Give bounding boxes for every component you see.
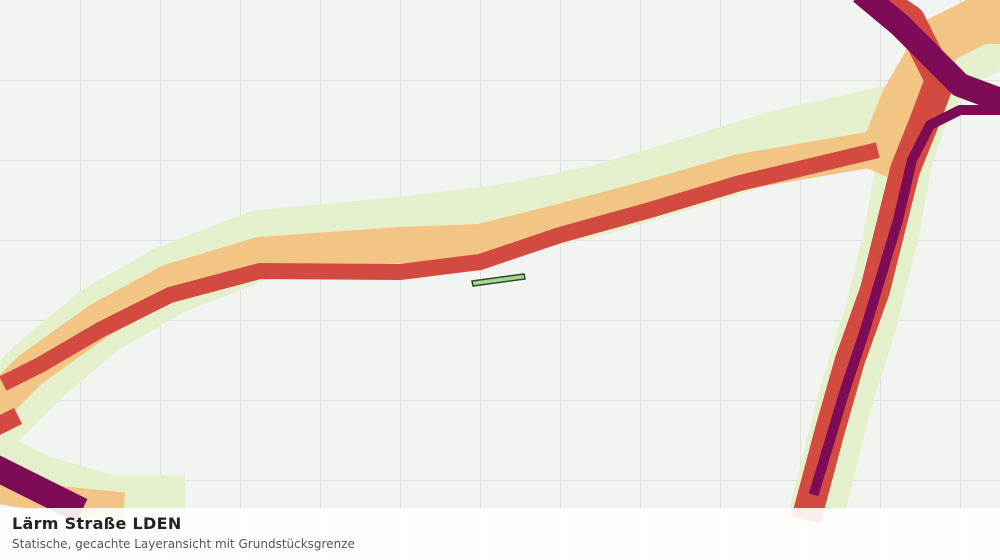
parcel-boundary[interactable] — [471, 273, 526, 287]
layer-subtitle: Statische, gecachte Layeransicht mit Gru… — [12, 537, 355, 551]
layer-title: Lärm Straße LDEN — [12, 514, 182, 533]
legend-footer: Lärm Straße LDEN Statische, gecachte Lay… — [0, 508, 1000, 560]
noise-bands — [0, 0, 1000, 534]
